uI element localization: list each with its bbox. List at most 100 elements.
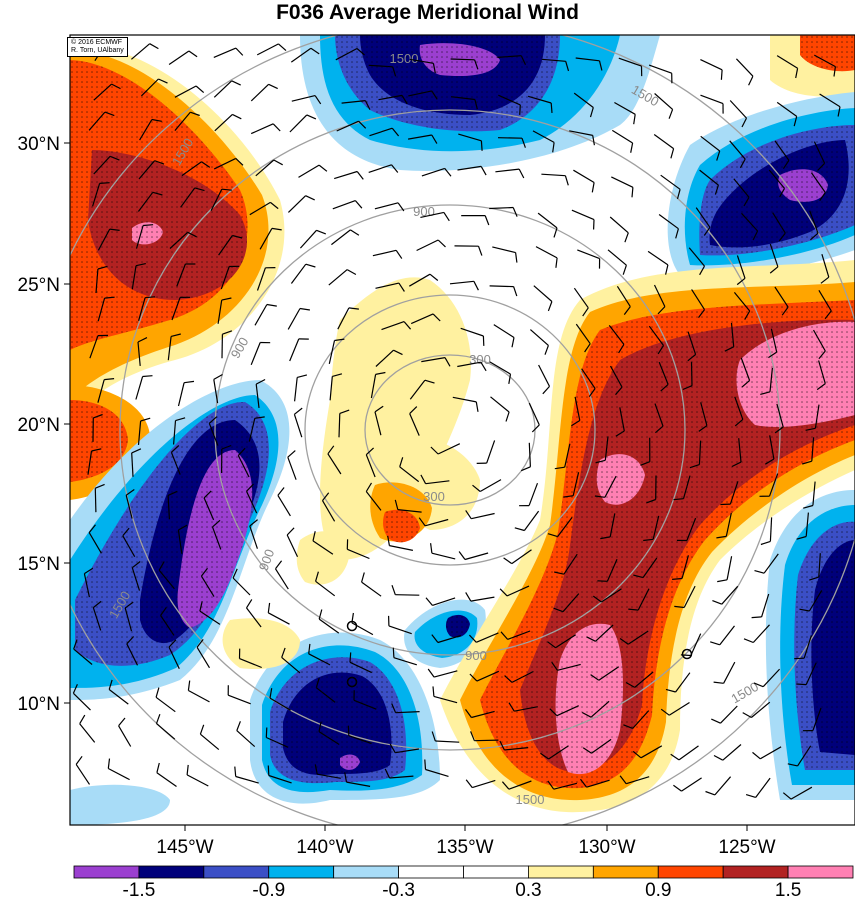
wind-barb bbox=[158, 561, 175, 590]
wind-barb bbox=[499, 740, 529, 751]
wind-barb bbox=[504, 670, 534, 683]
wind-barb bbox=[334, 170, 364, 180]
wind-barb bbox=[658, 361, 669, 392]
wind-barb bbox=[421, 357, 451, 367]
wind-barb bbox=[135, 224, 154, 249]
wind-barb bbox=[752, 746, 782, 760]
wind-barb bbox=[760, 517, 773, 546]
colorbar-label: -1.5 bbox=[123, 880, 156, 900]
wind-barb bbox=[372, 249, 403, 259]
wind-barb bbox=[648, 64, 673, 84]
wind-barb bbox=[724, 322, 735, 352]
wind-barb bbox=[321, 492, 336, 522]
wind-barb bbox=[654, 93, 674, 119]
wind-barb bbox=[497, 55, 527, 65]
wind-barb bbox=[140, 78, 168, 97]
wind-barb bbox=[700, 94, 724, 114]
wind-barb bbox=[802, 437, 815, 465]
wind-barb bbox=[399, 457, 420, 483]
wind-barb bbox=[607, 249, 627, 275]
wind-barb bbox=[716, 512, 732, 539]
wind-barb bbox=[563, 472, 580, 498]
wind-barb bbox=[653, 134, 675, 159]
wind-barb bbox=[450, 96, 478, 110]
colorbar-label: 0.9 bbox=[645, 880, 671, 900]
lat-label: 25°N bbox=[18, 275, 60, 296]
wind-barb bbox=[199, 601, 221, 625]
wind-barb bbox=[353, 690, 377, 710]
colorbar-swatch bbox=[333, 865, 399, 879]
wind-barb bbox=[409, 58, 436, 74]
wind-barb bbox=[293, 407, 303, 438]
wind-barb bbox=[213, 47, 244, 58]
track-marker bbox=[346, 676, 358, 688]
wind-barb bbox=[427, 668, 458, 678]
wind-barb bbox=[254, 303, 277, 326]
wind-barb bbox=[452, 396, 479, 412]
wind-barb bbox=[281, 647, 301, 674]
wind-barb bbox=[586, 624, 614, 642]
wind-barb bbox=[590, 666, 620, 681]
wind-barb bbox=[745, 777, 771, 798]
wind-barb bbox=[94, 483, 105, 513]
wind-barb bbox=[218, 234, 243, 256]
wind-barb bbox=[131, 43, 159, 60]
wind-barb bbox=[250, 123, 281, 135]
wind-barb bbox=[495, 168, 525, 179]
wind-barb bbox=[290, 47, 320, 63]
wind-barb bbox=[416, 239, 446, 252]
lon-label: 135°W bbox=[436, 837, 493, 858]
colorbar-swatch bbox=[73, 865, 140, 879]
wind-barb bbox=[802, 707, 822, 732]
wind-barb bbox=[365, 482, 382, 511]
wind-barb bbox=[171, 296, 191, 321]
wind-barb bbox=[573, 92, 594, 118]
wind-barb bbox=[203, 490, 215, 521]
wind-barb bbox=[232, 568, 251, 596]
wind-barb bbox=[682, 361, 693, 391]
wind-barb bbox=[489, 285, 518, 297]
wind-barb bbox=[287, 195, 315, 213]
wind-barb bbox=[540, 745, 569, 760]
wind-barb bbox=[710, 625, 735, 646]
wind-barb bbox=[245, 599, 262, 628]
wind-barb bbox=[410, 313, 441, 325]
wind-barb bbox=[700, 59, 723, 80]
wind-barb bbox=[93, 155, 120, 175]
wind-barb bbox=[711, 705, 738, 724]
wind-barb bbox=[595, 436, 609, 464]
wind-barb bbox=[735, 58, 754, 86]
colorbar-swatch bbox=[138, 865, 205, 879]
wind-barb bbox=[431, 634, 462, 644]
wind-barb bbox=[729, 140, 746, 169]
wind-barb bbox=[699, 169, 719, 195]
wind-barb bbox=[813, 141, 826, 171]
wind-barb bbox=[156, 762, 177, 787]
wind-barb bbox=[418, 517, 449, 527]
wind-barb bbox=[196, 639, 211, 669]
wind-barb bbox=[344, 772, 371, 787]
wind-barb bbox=[430, 543, 456, 560]
wind-barb bbox=[734, 396, 744, 427]
wind-barb bbox=[816, 360, 826, 391]
wind-barb bbox=[553, 593, 580, 613]
wind-barb bbox=[689, 440, 702, 469]
wind-barb bbox=[187, 680, 210, 703]
wind-barb bbox=[186, 764, 209, 787]
wind-barb bbox=[527, 95, 553, 113]
wind-barb bbox=[375, 349, 403, 367]
wind-barb bbox=[674, 585, 696, 609]
wind-barb bbox=[514, 510, 540, 532]
wind-barb bbox=[733, 178, 750, 207]
wind-barb bbox=[176, 263, 196, 287]
track-marker bbox=[681, 648, 693, 660]
wind-barb bbox=[760, 367, 773, 395]
wind-barbs bbox=[72, 40, 841, 800]
colorbar-label: -0.3 bbox=[382, 880, 415, 900]
stipple-region bbox=[177, 450, 253, 628]
wind-barb bbox=[809, 210, 819, 241]
wind-barb bbox=[449, 280, 479, 291]
colorbar-swatch bbox=[722, 865, 789, 879]
longitude-labels: 145°W 140°W 135°W 130°W 125°W bbox=[156, 825, 776, 858]
